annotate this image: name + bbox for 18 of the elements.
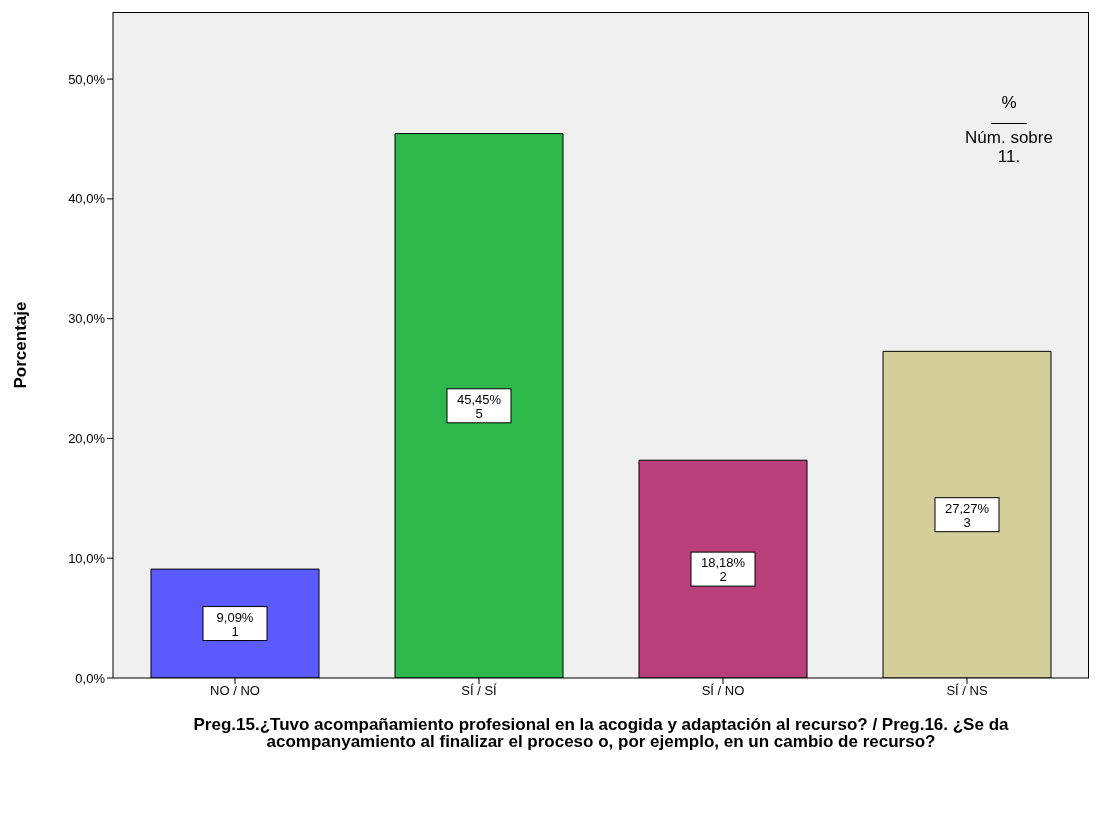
x-axis-title: Preg.15.¿Tuvo acompañamiento profesional en la acogida y adaptación al recurso? / Preg.16. ¿Se da acompanyamiento al finalizar el proceso o, por ejemplo, en un cambio de recurso? — [192, 715, 1010, 751]
x-tick-label: SÍ / NO — [701, 683, 745, 699]
y-tick-label: 10,0% — [68, 550, 106, 566]
data-label: 45,45% 5 — [456, 391, 502, 421]
x-tick-label: SÍ / SÍ — [461, 683, 498, 699]
y-tick-label: 50,0% — [68, 71, 106, 87]
y-tick-label: 40,0% — [68, 191, 106, 207]
x-tick-label: NO / NO — [210, 683, 260, 699]
y-tick-label: 20,0% — [68, 431, 106, 447]
data-label: 27,27% 3 — [944, 500, 990, 530]
y-tick-label: 0,0% — [75, 670, 106, 686]
annotation: % — [1000, 93, 1018, 113]
y-axis-title: Porcentaje — [11, 301, 31, 389]
annotation: Núm. sobre 11. — [964, 128, 1054, 166]
data-label: 9,09% 1 — [216, 609, 254, 639]
x-tick-label: SÍ / NS — [946, 683, 988, 699]
data-label: 18,18% 2 — [700, 555, 746, 585]
y-tick-label: 30,0% — [68, 311, 106, 327]
